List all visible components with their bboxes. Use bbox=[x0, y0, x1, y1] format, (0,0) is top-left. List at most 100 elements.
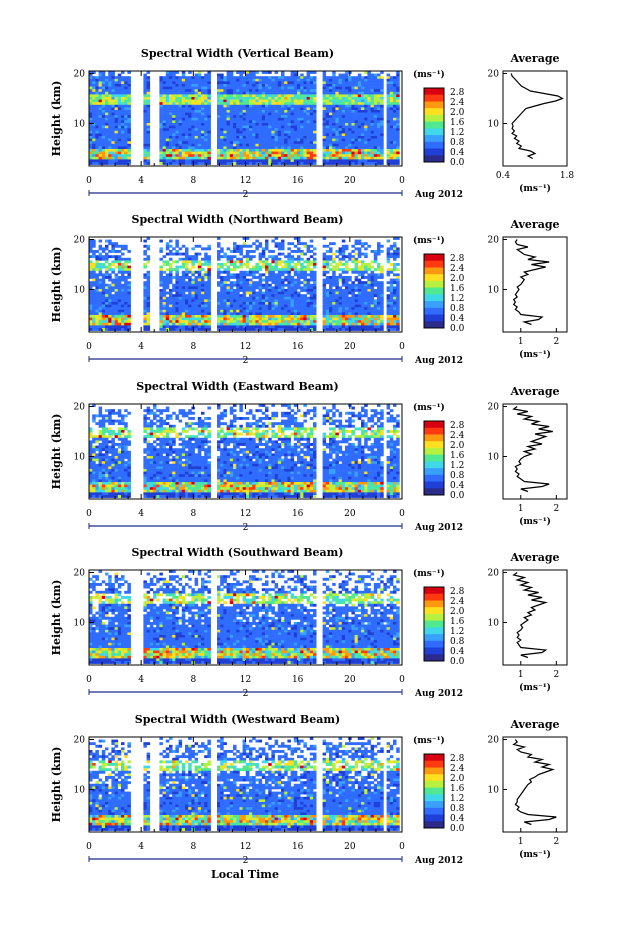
heatmap-cell bbox=[249, 110, 253, 113]
x-tick-label: 8 bbox=[190, 176, 196, 186]
heatmap-cell bbox=[204, 73, 208, 77]
heatmap-cell bbox=[293, 273, 298, 277]
heatmap-cell bbox=[95, 130, 99, 134]
heatmap-cell bbox=[242, 71, 247, 74]
heatmap-cell bbox=[124, 291, 128, 295]
heatmap-cell bbox=[101, 123, 106, 126]
heatmap-cell bbox=[389, 294, 394, 298]
heatmap-cell bbox=[178, 154, 183, 158]
heatmap-cell bbox=[281, 278, 285, 282]
heatmap-cell bbox=[111, 125, 115, 129]
heatmap-cell bbox=[345, 263, 349, 266]
heatmap-cell bbox=[181, 159, 186, 163]
heatmap-cell bbox=[121, 312, 125, 316]
heatmap-cell bbox=[121, 294, 125, 298]
heatmap-cell bbox=[108, 117, 112, 121]
heatmap-cell bbox=[341, 97, 346, 100]
heatmap-cell bbox=[290, 71, 295, 74]
heatmap-cell bbox=[380, 302, 384, 305]
heatmap-cell bbox=[300, 257, 304, 261]
heatmap-cell bbox=[396, 81, 400, 85]
heatmap-cell bbox=[108, 130, 112, 134]
heatmap-cell bbox=[239, 296, 243, 300]
heatmap-cell bbox=[92, 304, 96, 308]
heatmap-cell bbox=[255, 302, 259, 305]
heatmap-cell bbox=[226, 112, 231, 116]
x-tick-label: 20 bbox=[344, 176, 356, 186]
heatmap-cell bbox=[217, 304, 221, 308]
heatmap-cell bbox=[354, 143, 359, 147]
heatmap-cell bbox=[143, 104, 147, 108]
heatmap-cell bbox=[95, 291, 99, 295]
heatmap-cell bbox=[172, 283, 176, 287]
heatmap-cell bbox=[146, 128, 151, 132]
heatmap-cell bbox=[277, 276, 282, 279]
heatmap-cell bbox=[194, 309, 199, 313]
heatmap-cell bbox=[181, 151, 186, 155]
heatmap-cell bbox=[223, 99, 227, 103]
heatmap-cell bbox=[306, 143, 311, 147]
heatmap-cell bbox=[386, 99, 391, 103]
heatmap-cell bbox=[111, 97, 115, 100]
heatmap-cell bbox=[351, 244, 355, 248]
heatmap-cell bbox=[297, 130, 301, 134]
heatmap-cell bbox=[268, 149, 272, 152]
heatmap-cell bbox=[95, 128, 99, 132]
heatmap-cell bbox=[226, 73, 231, 77]
heatmap-cell bbox=[393, 250, 397, 253]
heatmap-cell bbox=[95, 265, 99, 269]
heatmap-cell bbox=[185, 154, 189, 158]
heatmap-cell bbox=[194, 120, 199, 124]
heatmap-cell bbox=[284, 94, 288, 98]
heatmap-cell bbox=[204, 286, 208, 290]
heatmap-cell bbox=[354, 265, 359, 269]
heatmap-cell bbox=[207, 76, 211, 80]
heatmap-cell bbox=[242, 294, 247, 298]
heatmap-cell bbox=[217, 268, 221, 272]
heatmap-cell bbox=[325, 115, 330, 119]
heatmap-cell bbox=[268, 309, 272, 313]
heatmap-cell bbox=[357, 289, 362, 292]
heatmap-cell bbox=[201, 107, 205, 111]
heatmap-cell bbox=[101, 125, 106, 129]
heatmap-cell bbox=[191, 84, 195, 87]
heatmap-cell bbox=[178, 84, 183, 87]
heatmap-cell bbox=[261, 89, 266, 93]
heatmap-cell bbox=[105, 102, 109, 106]
heatmap-cell bbox=[249, 107, 253, 111]
heatmap-cell bbox=[117, 278, 122, 282]
heatmap-cell bbox=[354, 156, 359, 160]
heatmap-cell bbox=[377, 312, 381, 316]
heatmap-cell bbox=[175, 141, 179, 145]
heatmap-cell bbox=[271, 81, 275, 85]
heatmap-cell bbox=[223, 283, 227, 287]
heatmap-cell bbox=[121, 97, 125, 100]
heatmap-cell bbox=[172, 102, 176, 106]
heatmap-cell bbox=[95, 120, 99, 124]
heatmap-cell bbox=[121, 299, 125, 303]
heatmap-cell bbox=[271, 162, 275, 165]
heatmap-cell bbox=[121, 302, 125, 305]
heatmap-cell bbox=[341, 252, 346, 256]
heatmap-cell bbox=[89, 73, 93, 77]
colorbar-tick-label: 2.8 bbox=[450, 88, 465, 98]
heatmap-cell bbox=[386, 146, 391, 150]
heatmap-cell bbox=[370, 141, 375, 145]
heatmap-cell bbox=[172, 89, 176, 93]
heatmap-cell bbox=[341, 244, 346, 248]
heatmap-cell bbox=[194, 291, 199, 295]
heatmap-cell bbox=[165, 312, 170, 316]
heatmap-cell bbox=[393, 117, 397, 121]
heatmap-cell bbox=[303, 286, 307, 290]
heatmap-cell bbox=[223, 291, 227, 295]
heatmap-cell bbox=[191, 128, 195, 132]
heatmap-cell bbox=[329, 242, 333, 246]
heatmap-cell bbox=[159, 102, 163, 106]
heatmap-cell bbox=[181, 104, 186, 108]
heatmap-cell bbox=[236, 97, 240, 100]
heatmap-cell bbox=[290, 104, 295, 108]
heatmap-cell bbox=[226, 133, 231, 137]
heatmap-cell bbox=[303, 156, 307, 160]
heatmap-cell bbox=[345, 102, 349, 106]
heatmap-cell bbox=[181, 102, 186, 106]
